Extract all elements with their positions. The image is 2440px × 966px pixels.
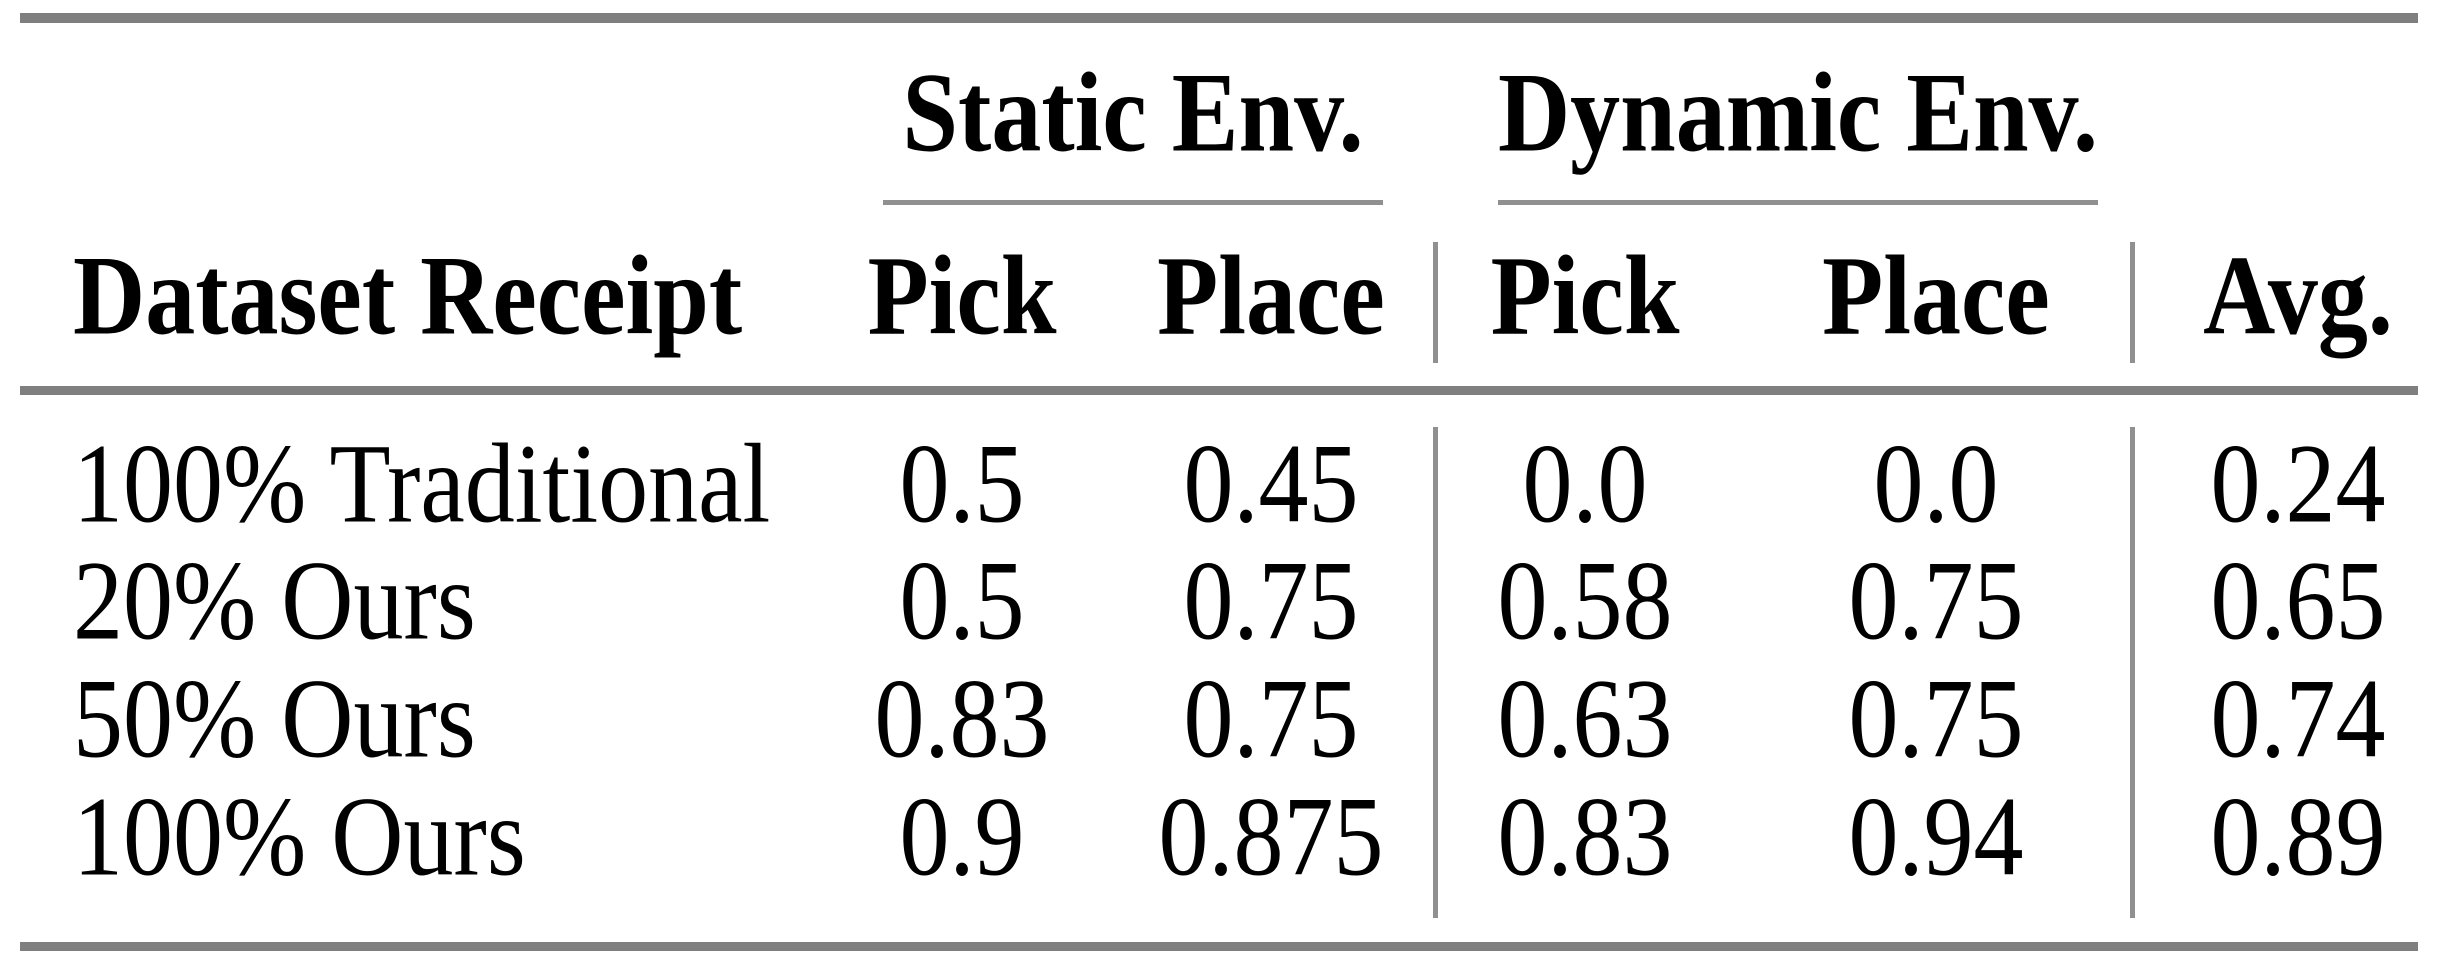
cell-dynamic-place: 0.75 bbox=[1848, 655, 2024, 782]
cell-static-pick: 0.83 bbox=[874, 655, 1050, 782]
cell-dynamic-pick: 0.83 bbox=[1497, 773, 1673, 900]
cell-static-place: 0.875 bbox=[1158, 773, 1384, 900]
column-header-dataset-receipt: Dataset Receipt bbox=[73, 232, 743, 359]
cell-static-place: 0.75 bbox=[1183, 655, 1359, 782]
header-vertical-separator-2 bbox=[2130, 242, 2135, 363]
cell-dynamic-place: 0.0 bbox=[1873, 420, 1999, 547]
cell-avg: 0.89 bbox=[2210, 773, 2386, 900]
column-header-avg: Avg. bbox=[2203, 232, 2393, 359]
cell-static-pick: 0.5 bbox=[899, 420, 1025, 547]
cell-dynamic-pick: 0.63 bbox=[1497, 655, 1673, 782]
cell-dynamic-place: 0.75 bbox=[1848, 537, 2024, 664]
header-midrule bbox=[20, 386, 2418, 395]
cell-avg: 0.74 bbox=[2210, 655, 2386, 782]
cell-dynamic-pick: 0.58 bbox=[1497, 537, 1673, 664]
row-label: 50% Ours bbox=[73, 655, 476, 782]
cell-avg: 0.65 bbox=[2210, 537, 2386, 664]
cell-static-place: 0.45 bbox=[1183, 420, 1359, 547]
row-label: 100% Ours bbox=[73, 773, 526, 900]
column-header-dynamic-pick: Pick bbox=[1490, 232, 1680, 359]
cell-avg: 0.24 bbox=[2210, 420, 2386, 547]
static-env-cmidrule bbox=[883, 200, 1383, 205]
cell-dynamic-pick: 0.0 bbox=[1522, 420, 1648, 547]
body-vertical-separator-2 bbox=[2130, 427, 2135, 918]
group-header-static-env: Static Env. bbox=[902, 49, 1364, 176]
header-vertical-separator-1 bbox=[1433, 242, 1438, 363]
column-header-dynamic-place: Place bbox=[1822, 232, 2050, 359]
body-vertical-separator-1 bbox=[1433, 427, 1438, 918]
dynamic-env-cmidrule bbox=[1498, 200, 2098, 205]
row-label: 100% Traditional bbox=[73, 420, 771, 547]
column-header-static-place: Place bbox=[1157, 232, 1385, 359]
group-header-dynamic-env: Dynamic Env. bbox=[1497, 49, 2099, 176]
column-header-static-pick: Pick bbox=[867, 232, 1057, 359]
cell-static-place: 0.75 bbox=[1183, 537, 1359, 664]
cell-static-pick: 0.5 bbox=[899, 537, 1025, 664]
top-rule bbox=[20, 13, 2418, 23]
cell-static-pick: 0.9 bbox=[899, 773, 1025, 900]
cell-dynamic-place: 0.94 bbox=[1848, 773, 2024, 900]
bottom-rule bbox=[20, 942, 2418, 951]
row-label: 20% Ours bbox=[73, 537, 476, 664]
